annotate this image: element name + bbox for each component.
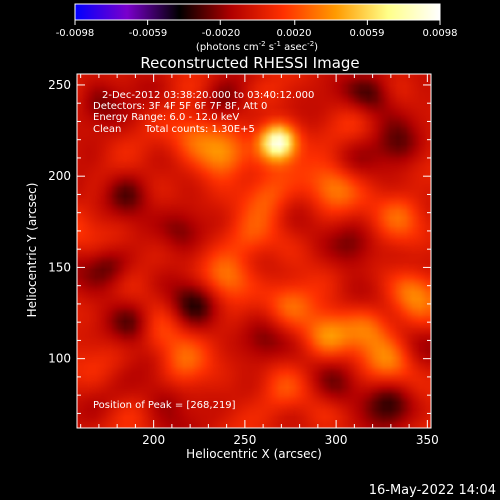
- footer-timestamp: 16-May-2022 14:04: [369, 483, 496, 498]
- annotation-total-counts: Total counts: 1.30E+5: [144, 124, 255, 135]
- colorbar-tick-label: 0.0059: [350, 28, 385, 39]
- colorbar-unit-label: (photons cm-2 s-1 asec-2): [196, 40, 318, 53]
- annotation-time-range: 2-Dec-2012 03:38:20.000 to 03:40:12.000: [102, 90, 314, 101]
- annotation-energy: Energy Range: 6.0 - 12.0 keV: [93, 112, 239, 123]
- axis-ticks: [77, 74, 431, 428]
- y-tick-label: 200: [48, 169, 71, 183]
- colorbar-tick-label: -0.0098: [56, 28, 95, 39]
- y-tick-label: 100: [48, 352, 71, 366]
- plot-area: [76, 73, 432, 429]
- annotation-clean: Clean: [93, 124, 121, 135]
- x-axis-label: Heliocentric X (arcsec): [186, 447, 322, 461]
- colorbar-tick-label: -0.0059: [129, 28, 168, 39]
- x-tick-label: 350: [416, 433, 439, 447]
- colorbar-tick-label: 0.0020: [277, 28, 312, 39]
- heatmap-image: [77, 74, 431, 428]
- x-tick-label: 250: [233, 433, 256, 447]
- y-tick-label: 150: [48, 260, 71, 274]
- chart-title: Reconstructed RHESSI Image: [140, 54, 359, 72]
- colorbar-gradient: [74, 3, 441, 21]
- y-tick-label: 250: [48, 78, 71, 92]
- plot-frame: [76, 73, 432, 429]
- x-tick-labels: 200 250 300 350: [142, 433, 439, 447]
- colorbar-tick-label: -0.0020: [202, 28, 241, 39]
- x-tick-label: 300: [325, 433, 348, 447]
- colorbar: -0.0098 -0.0059 -0.0020 0.0020 0.0059 0.…: [56, 3, 458, 53]
- annotation-detectors: Detectors: 3F 4F 5F 6F 7F 8F, Att 0: [93, 101, 267, 112]
- y-tick-labels: 100 150 200 250: [48, 78, 71, 366]
- y-axis-label: Heliocentric Y (arcsec): [25, 183, 39, 318]
- x-tick-label: 200: [142, 433, 165, 447]
- colorbar-tick-label: 0.0098: [423, 28, 458, 39]
- annotations: 2-Dec-2012 03:38:20.000 to 03:40:12.000 …: [93, 90, 314, 411]
- annotation-peak-position: Position of Peak = [268,219]: [93, 400, 236, 411]
- colorbar-ticks: [74, 20, 441, 25]
